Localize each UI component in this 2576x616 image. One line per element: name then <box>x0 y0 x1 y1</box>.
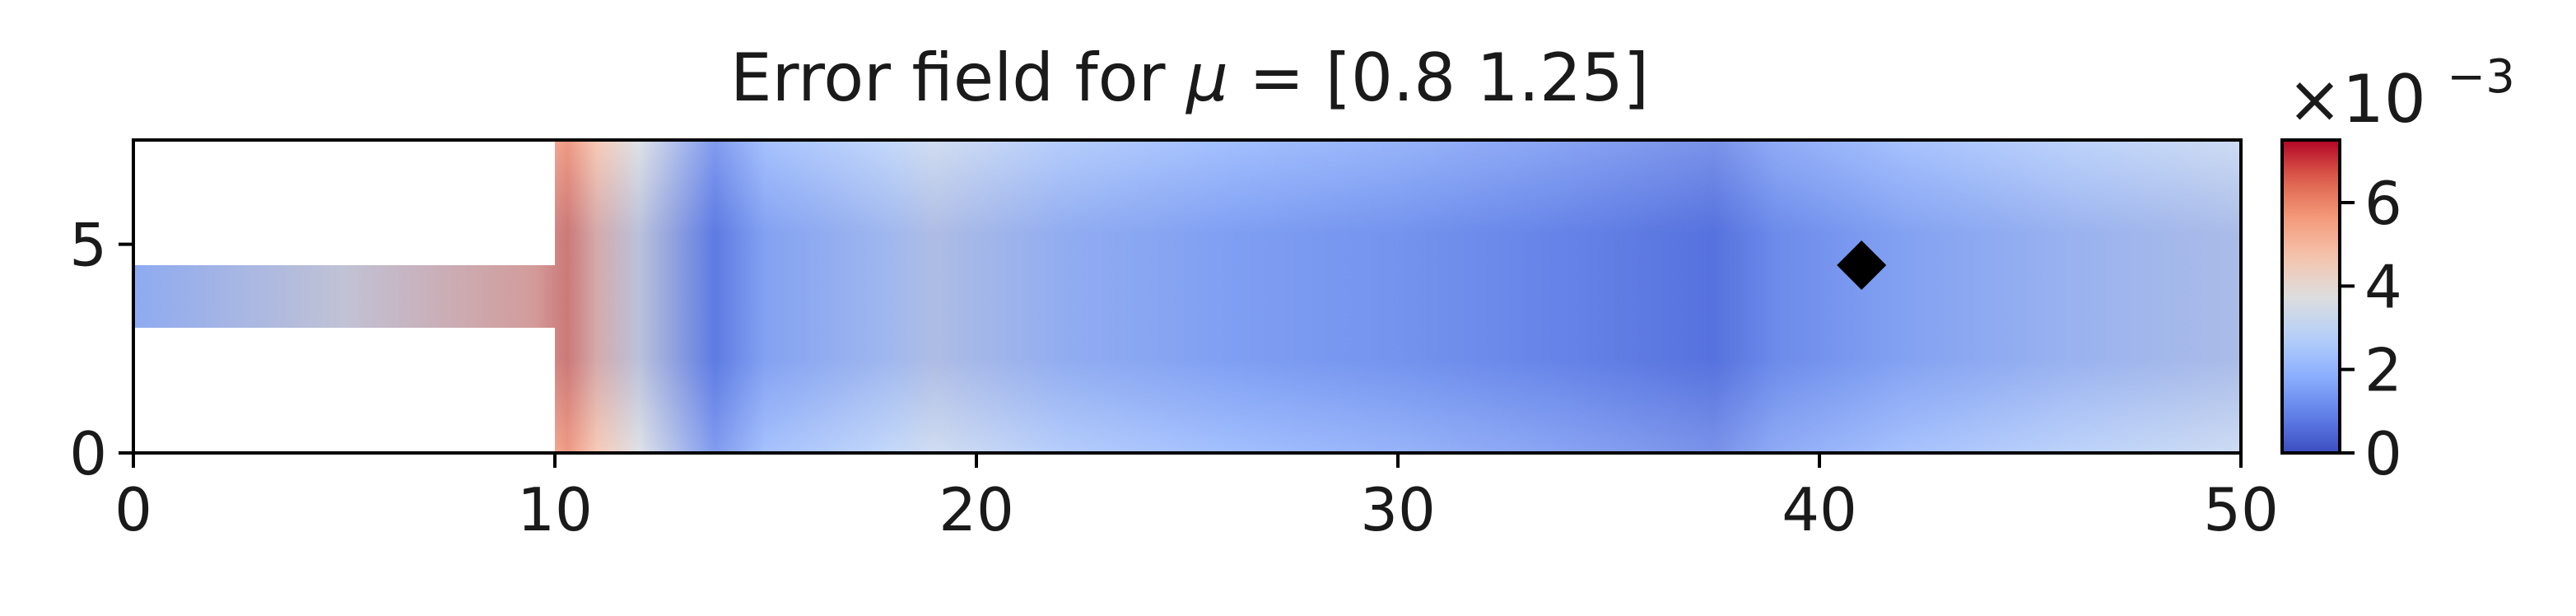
error-field <box>133 140 2241 453</box>
x-tick-label: 10 <box>517 475 593 544</box>
x-tick-label: 40 <box>1782 475 1857 544</box>
colorbar-tick-label: 4 <box>2364 252 2402 321</box>
y-tick-label: 0 <box>69 419 107 488</box>
x-tick-label: 50 <box>2203 475 2279 544</box>
x-tick-label: 0 <box>114 475 152 544</box>
chart-title: Error field for μ = [0.8 1.25] <box>730 40 1649 116</box>
colorbar-tick-label: 0 <box>2364 419 2402 488</box>
y-axis: 05 <box>69 211 133 488</box>
x-tick-label: 30 <box>1360 475 1436 544</box>
colorbar-ticks: 0 2 4 6 <box>2340 169 2402 488</box>
colorbar-tick-label: 2 <box>2364 336 2402 405</box>
colorbar-multiplier: ×10 −3 <box>2287 50 2515 138</box>
error-field-vertical-shading <box>133 140 2241 453</box>
colorbar-gradient <box>2282 140 2340 453</box>
x-tick-label: 20 <box>939 475 1014 544</box>
y-tick-label: 5 <box>69 211 107 280</box>
colorbar-tick-label: 6 <box>2364 169 2402 238</box>
colorbar: 0 2 4 6 ×10 −3 <box>2282 50 2515 488</box>
x-axis: 0 10 20 30 40 50 <box>114 453 2279 544</box>
